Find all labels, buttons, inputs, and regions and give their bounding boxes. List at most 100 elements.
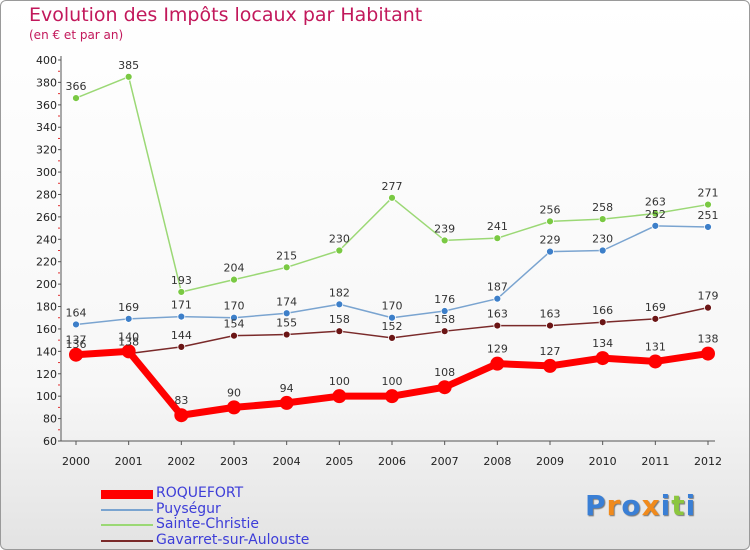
y-tick-label: 180 [36, 301, 57, 314]
y-tick-label: 60 [43, 435, 57, 448]
data-point [388, 313, 396, 322]
data-point [282, 309, 291, 318]
data-point [493, 321, 502, 330]
legend-swatch-roquefort [101, 489, 153, 499]
data-label: 239 [434, 222, 455, 235]
data-point [598, 246, 607, 255]
data-label: 171 [171, 299, 192, 312]
x-tick-label: 2003 [220, 455, 248, 468]
data-point [648, 354, 663, 369]
data-label: 134 [592, 337, 613, 350]
legend-label-gavarret: Gavarret-sur-Aulouste [156, 531, 310, 548]
data-point [546, 321, 554, 330]
logo-letter: o [621, 489, 642, 522]
data-label: 163 [540, 308, 561, 321]
data-point [388, 193, 396, 202]
data-label: 163 [487, 308, 508, 321]
data-point [72, 320, 80, 329]
data-point [493, 234, 502, 243]
data-label: 174 [276, 295, 297, 308]
data-point [595, 351, 610, 366]
data-label: 256 [540, 203, 561, 216]
y-tick-label: 120 [36, 368, 57, 381]
data-point [177, 288, 186, 296]
data-point [437, 380, 452, 395]
data-label: 152 [382, 320, 403, 333]
data-label: 83 [174, 394, 188, 407]
data-point [227, 400, 241, 415]
y-tick-label: 160 [36, 323, 57, 336]
chart-subtitle: (en € et par an) [29, 28, 124, 42]
data-point [335, 327, 344, 336]
data-point [701, 346, 715, 361]
data-label: 129 [487, 343, 508, 356]
data-point [230, 331, 238, 340]
data-point [69, 347, 83, 362]
data-label: 90 [227, 386, 241, 399]
data-label: 100 [329, 375, 350, 388]
data-point [230, 313, 238, 322]
x-tick-label: 2000 [62, 455, 90, 468]
legend-swatch-gavarret [101, 539, 153, 542]
y-tick-label: 380 [36, 76, 57, 89]
data-point [704, 200, 712, 209]
data-label: 100 [382, 375, 403, 388]
data-point [177, 312, 186, 321]
logo-letter: i [660, 489, 672, 522]
legend-swatch-sainte-christie [101, 524, 153, 526]
data-point [546, 217, 554, 226]
data-point [651, 209, 660, 218]
data-point [490, 356, 505, 371]
data-point [230, 275, 238, 284]
y-tick-label: 280 [36, 188, 57, 201]
x-tick-label: 2002 [167, 455, 195, 468]
data-label: 138 [698, 333, 719, 346]
data-label: 140 [118, 330, 139, 343]
data-label: 366 [66, 80, 87, 93]
data-point [440, 307, 449, 315]
y-tick-label: 200 [36, 278, 57, 291]
legend-label-puysegur: Puységur [156, 500, 221, 517]
data-label: 241 [487, 220, 508, 233]
data-label: 230 [329, 233, 350, 246]
data-label: 204 [224, 262, 245, 275]
data-label: 170 [382, 300, 403, 313]
data-label: 144 [171, 329, 192, 342]
data-label: 131 [645, 340, 666, 353]
data-label: 193 [171, 274, 192, 287]
y-tick-label: 300 [36, 166, 57, 179]
y-tick-label: 360 [36, 99, 57, 112]
x-tick-label: 2007 [431, 455, 459, 468]
data-label: 176 [434, 293, 455, 306]
data-point [124, 314, 133, 323]
logo-letter: r [606, 489, 622, 522]
data-label: 385 [118, 59, 139, 72]
x-tick-label: 2005 [325, 455, 353, 468]
x-tick-label: 2004 [273, 455, 301, 468]
data-label: 251 [698, 209, 719, 222]
data-label: 170 [224, 300, 245, 313]
data-label: 137 [66, 334, 87, 347]
data-label: 164 [66, 306, 87, 319]
data-label: 136 [66, 338, 87, 351]
y-tick-label: 320 [36, 144, 57, 157]
logo-letter: P [585, 489, 607, 522]
data-point [177, 342, 186, 351]
data-label: 258 [592, 201, 613, 214]
logo-letter: i [685, 489, 697, 522]
proxiti-logo: Proxiti [585, 489, 696, 522]
data-label: 230 [592, 233, 613, 246]
data-point [440, 327, 449, 336]
y-tick-label: 100 [36, 390, 57, 403]
y-tick-label: 260 [36, 211, 57, 224]
data-label: 229 [540, 234, 561, 247]
y-tick-label: 80 [43, 413, 57, 426]
x-tick-label: 2010 [589, 455, 617, 468]
legend-swatch-puysegur [101, 508, 153, 511]
x-tick-label: 2006 [378, 455, 406, 468]
data-point [174, 408, 189, 423]
logo-letter: x [641, 489, 661, 522]
data-point [282, 330, 291, 339]
data-point [124, 72, 133, 81]
